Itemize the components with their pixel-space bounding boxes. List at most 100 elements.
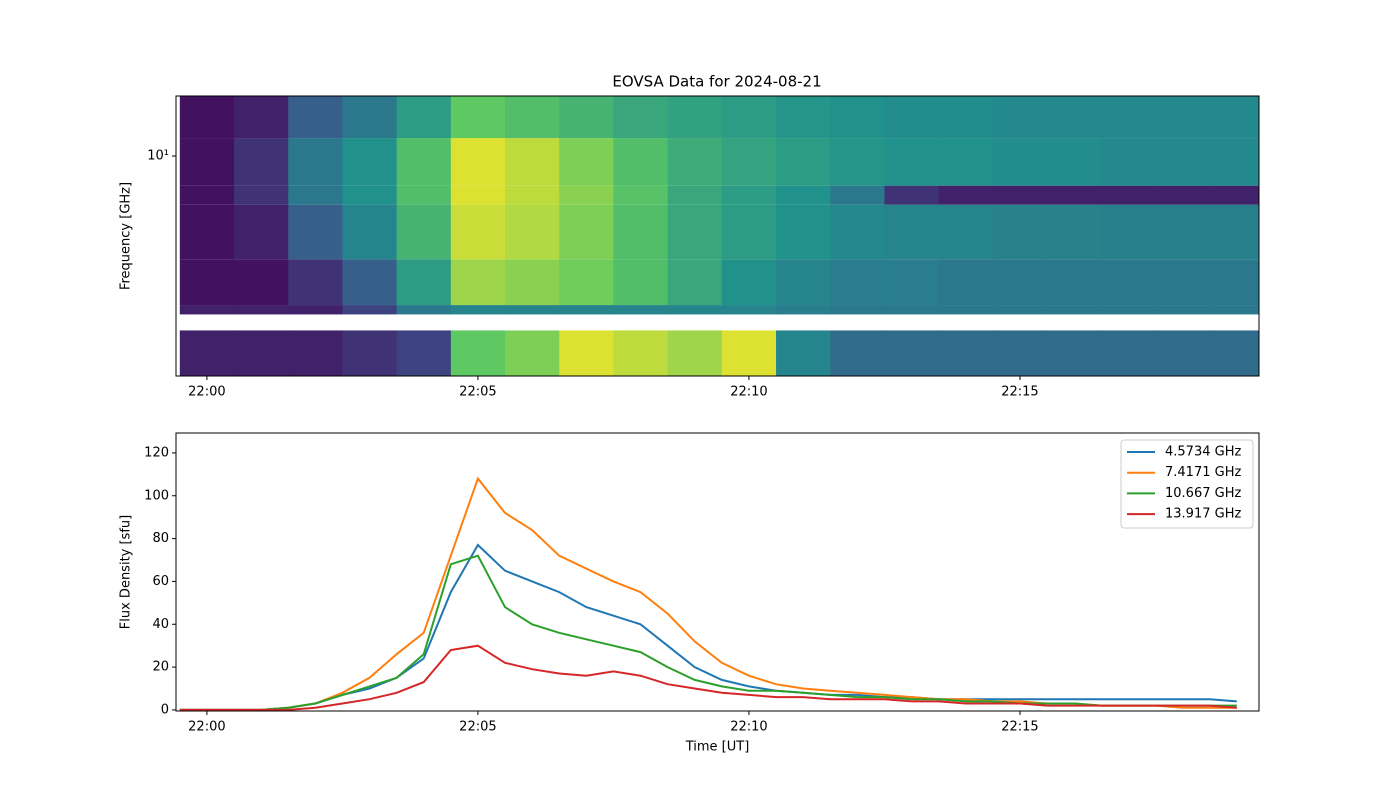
series-line	[179, 543, 1237, 711]
heatmap-cell	[1047, 138, 1102, 186]
x-tick-label: 22:00	[188, 385, 225, 400]
heatmap-cell	[1155, 259, 1211, 306]
heatmap-cell	[288, 96, 343, 139]
heatmap-cell	[1155, 138, 1211, 186]
x-tick-label: 22:10	[730, 720, 767, 735]
heatmap-cell	[1047, 259, 1102, 306]
heatmap-cell	[938, 330, 994, 376]
heatmap-cell	[396, 259, 452, 306]
heatmap-cell	[505, 305, 560, 315]
heatmap-cell	[1155, 330, 1211, 376]
heatmap-cell	[667, 204, 723, 260]
axes-frame	[175, 432, 1260, 712]
x-tick-label: 22:15	[1001, 720, 1038, 735]
heatmap-cell	[559, 185, 614, 205]
heatmap-cell	[1101, 204, 1156, 260]
x-tick-label: 22:10	[730, 385, 767, 400]
heatmap-cell	[884, 185, 940, 205]
heatmap-cell	[721, 138, 777, 186]
heatmap-cell	[288, 305, 343, 315]
heatmap-cell	[342, 305, 398, 315]
heatmap-cell	[288, 259, 343, 306]
heatmap-cell	[830, 185, 885, 205]
heatmap-cell	[1209, 259, 1259, 306]
plot-area	[179, 476, 1237, 711]
y-tick-label: 20	[152, 660, 169, 675]
heatmap-cell	[1101, 138, 1156, 186]
legend-label: 10.667 GHz	[1165, 486, 1241, 501]
heatmap-cell	[179, 259, 235, 306]
heatmap-cell	[1155, 185, 1211, 205]
heatmap-cell	[288, 138, 343, 186]
heatmap-cell	[559, 330, 614, 376]
heatmap-cell	[179, 96, 235, 139]
axes-frame	[175, 95, 1260, 377]
heatmap-cell	[179, 138, 235, 186]
legend-box	[1120, 439, 1254, 529]
heatmap-cell	[288, 204, 343, 260]
heatmap-cell	[450, 185, 506, 205]
heatmap-cell	[233, 96, 289, 139]
heatmap-cell	[992, 330, 1048, 376]
heatmap-cell	[1209, 204, 1259, 260]
heatmap-cell	[938, 305, 994, 315]
heatmap-cell	[992, 96, 1048, 139]
heatmap-cell	[830, 96, 885, 139]
heatmap-cell	[1101, 96, 1156, 139]
heatmap-cell	[1209, 185, 1259, 205]
heatmap-cell	[1101, 259, 1156, 306]
heatmap-cell	[830, 138, 885, 186]
heatmap-cell	[1101, 185, 1156, 205]
heatmap-cell	[1047, 330, 1102, 376]
legend-label: 7.4171 GHz	[1165, 465, 1241, 480]
heatmap-cell	[830, 330, 885, 376]
heatmap-cell	[776, 185, 831, 205]
heatmap-cell	[613, 138, 669, 186]
heatmap-cell	[179, 330, 235, 376]
heatmap-cell	[1155, 204, 1211, 260]
heatmap-cell	[884, 259, 940, 306]
heatmap-cell	[1101, 305, 1156, 315]
heatmap-cell	[450, 259, 506, 306]
heatmap-cell	[884, 305, 940, 315]
heatmap-cell	[1047, 305, 1102, 315]
y-tick-label: 40	[152, 617, 169, 632]
heatmap-cell	[396, 330, 452, 376]
heatmap-cell	[288, 330, 343, 376]
heatmap-cell	[776, 138, 831, 186]
y-tick-label: 10¹	[147, 149, 169, 164]
heatmap-cell	[830, 305, 885, 315]
heatmap-cell	[884, 138, 940, 186]
heatmap-cell	[884, 330, 940, 376]
heatmap-cell	[450, 330, 506, 376]
heatmap-cell	[505, 330, 560, 376]
heatmap-cell	[342, 138, 398, 186]
heatmap-cell	[233, 330, 289, 376]
heatmap-cell	[667, 96, 723, 139]
heatmap-cell	[505, 204, 560, 260]
heatmap-cell	[396, 204, 452, 260]
series-line	[179, 554, 1237, 711]
heatmap-cell	[450, 96, 506, 139]
heatmap-cell	[1047, 185, 1102, 205]
heatmap-cell	[233, 259, 289, 306]
y-tick-label: 100	[144, 488, 169, 503]
heatmap-cell	[342, 330, 398, 376]
heatmap-cell	[938, 259, 994, 306]
heatmap-cell	[559, 96, 614, 139]
heatmap-cell	[613, 185, 669, 205]
heatmap-cell	[1047, 204, 1102, 260]
y-tick-label: 120	[144, 445, 169, 460]
x-tick-label: 22:05	[459, 720, 496, 735]
heatmap-cell	[721, 259, 777, 306]
heatmap-cell	[559, 204, 614, 260]
heatmap-cell	[233, 138, 289, 186]
heatmap-cell	[505, 259, 560, 306]
heatmap-cell	[667, 185, 723, 205]
heatmap-cell	[721, 305, 777, 315]
y-tick-label: 0	[161, 702, 169, 717]
heatmap-cell	[1209, 330, 1259, 376]
heatmap-cell	[613, 96, 669, 139]
heatmap-cell	[992, 305, 1048, 315]
